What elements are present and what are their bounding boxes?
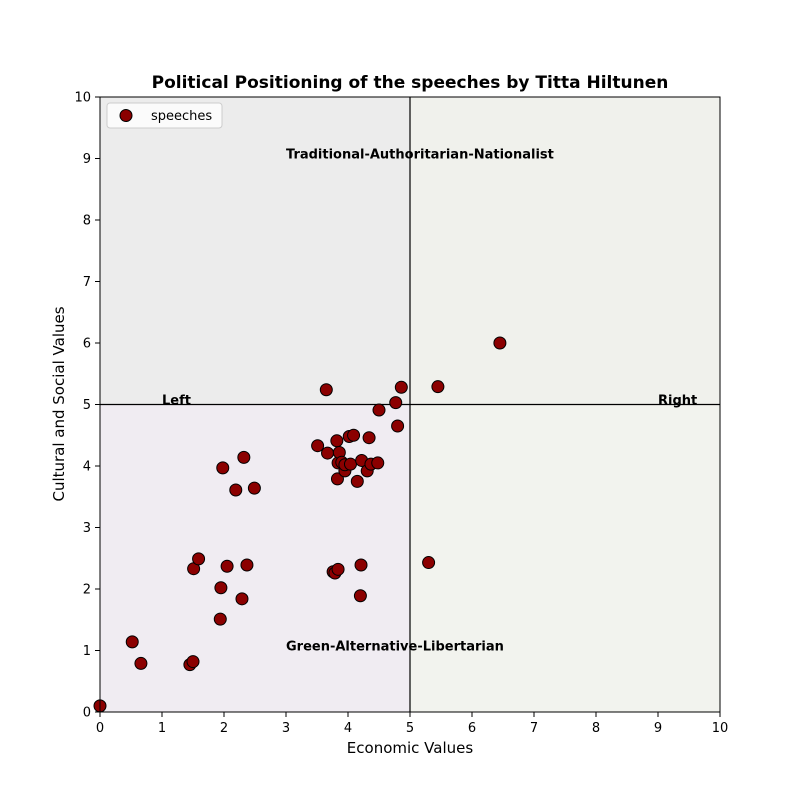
data-point	[394, 380, 408, 394]
y-tick-label: 4	[83, 460, 91, 475]
x-tick-label: 1	[158, 721, 166, 736]
x-tick-label: 3	[282, 721, 290, 736]
data-point	[321, 446, 335, 460]
data-point	[347, 428, 361, 442]
y-tick-label: 6	[83, 337, 91, 352]
chart-title: Political Positioning of the speeches by…	[152, 73, 669, 93]
data-point	[311, 439, 325, 453]
y-tick-label: 1	[83, 644, 91, 659]
y-tick-label: 2	[83, 583, 91, 598]
annotation-0: Traditional-Authoritarian-Nationalist	[286, 148, 554, 163]
data-point	[229, 483, 243, 497]
data-point	[362, 431, 376, 445]
data-point	[247, 481, 261, 495]
legend-label-speeches: speeches	[151, 109, 212, 124]
x-tick-label: 2	[220, 721, 228, 736]
quadrant-bottom-right	[410, 404, 720, 712]
data-point	[422, 556, 436, 570]
data-point	[216, 461, 230, 475]
y-tick-label: 5	[83, 398, 91, 413]
divider-lines	[100, 97, 720, 712]
data-point	[237, 450, 251, 464]
legend-marker	[119, 109, 133, 122]
data-point	[125, 635, 139, 649]
x-tick-label: 4	[344, 721, 352, 736]
x-tick-label: 0	[96, 721, 104, 736]
data-point	[134, 656, 148, 670]
y-tick-label: 0	[83, 706, 91, 721]
data-point	[493, 336, 507, 350]
data-point	[214, 581, 228, 595]
quadrant-top-right	[410, 97, 720, 405]
quadrant-backgrounds	[100, 97, 720, 712]
data-point	[353, 589, 367, 603]
y-tick-label: 8	[83, 214, 91, 229]
x-axis-label: Economic Values	[347, 739, 474, 757]
y-tick-label: 10	[74, 91, 91, 106]
data-point	[391, 419, 405, 433]
quadrant-top-left	[100, 97, 410, 405]
y-axis-ticks: 0 1 2 3 4 5 6 7 8 9 10	[74, 91, 100, 721]
annotation-2: Left	[162, 394, 191, 409]
annotation-3: Right	[658, 394, 697, 409]
data-point	[235, 592, 249, 606]
y-tick-label: 3	[83, 521, 91, 536]
x-tick-label: 9	[654, 721, 662, 736]
y-tick-label: 7	[83, 275, 91, 290]
legend-box	[106, 102, 223, 129]
x-axis-ticks: 0 1 2 3 4 5 6 7 8 9 10	[96, 712, 728, 736]
data-point	[331, 562, 345, 576]
data-point	[330, 472, 344, 486]
x-tick-label: 6	[468, 721, 476, 736]
data-points	[93, 336, 507, 713]
data-point	[213, 612, 227, 626]
x-tick-label: 8	[592, 721, 600, 736]
data-point	[186, 655, 200, 669]
legend: speeches	[106, 102, 223, 129]
annotation-1: Green-Alternative-Libertarian	[286, 640, 504, 655]
data-point	[343, 457, 357, 471]
quadrant-annotations: Traditional-Authoritarian-Nationalist Gre…	[162, 148, 697, 655]
data-point	[431, 380, 445, 394]
data-point	[354, 558, 368, 572]
y-axis-label: Cultural and Social Values	[50, 306, 68, 501]
data-point	[350, 474, 364, 488]
y-tick-label: 9	[83, 152, 91, 167]
data-point	[319, 383, 333, 397]
data-point	[372, 403, 386, 417]
x-tick-label: 5	[406, 721, 414, 736]
data-point	[220, 559, 234, 573]
data-point	[330, 434, 344, 448]
x-tick-label: 7	[530, 721, 538, 736]
data-point	[371, 456, 385, 470]
data-point	[389, 396, 403, 410]
data-point	[192, 552, 206, 566]
data-point	[240, 558, 254, 572]
x-tick-label: 10	[712, 721, 729, 736]
